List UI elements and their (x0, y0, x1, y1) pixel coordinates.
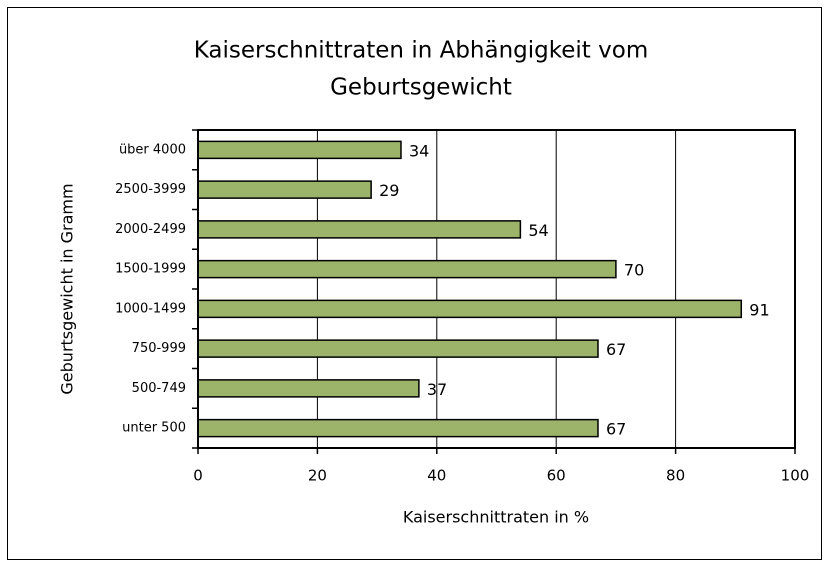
x-tick-label: 40 (427, 467, 446, 485)
x-tick-label: 0 (193, 467, 203, 485)
bar (197, 259, 617, 279)
bar (197, 339, 599, 358)
bar (197, 140, 402, 160)
chart-title: Kaiserschnittraten in Abhängigkeit vom (194, 38, 648, 64)
bar (197, 299, 743, 319)
x-axis-label: Kaiserschnittraten in % (403, 508, 589, 527)
value-label: 70 (624, 261, 644, 280)
bar (197, 418, 599, 438)
y-tick-label: 750-999 (132, 341, 186, 356)
value-label: 29 (379, 181, 399, 200)
x-tick-label: 20 (308, 467, 327, 485)
bar (197, 180, 372, 199)
bar (197, 220, 522, 239)
chart-frame (7, 7, 822, 560)
y-tick-label: 1500-1999 (115, 262, 186, 277)
value-label: 34 (409, 141, 429, 160)
y-axis-label: Geburtsgewicht in Gramm (58, 183, 77, 394)
y-tick-label: 2500-3999 (115, 182, 186, 197)
value-label: 91 (749, 300, 769, 319)
x-tick-label: 100 (781, 467, 810, 485)
x-tick-label: 60 (547, 467, 566, 485)
value-label: 37 (427, 380, 447, 399)
chart-title: Geburtsgewicht (330, 75, 512, 101)
value-label: 67 (606, 420, 626, 439)
y-tick-label: 500-749 (132, 381, 186, 396)
x-tick-label: 80 (666, 467, 685, 485)
bar (197, 379, 420, 398)
y-tick-label: unter 500 (122, 421, 186, 436)
value-label: 54 (528, 221, 548, 240)
value-label: 67 (606, 340, 626, 359)
plot-border (197, 129, 796, 449)
y-tick-label: über 4000 (119, 142, 186, 157)
y-tick-label: 2000-2499 (115, 222, 186, 237)
y-tick-label: 1000-1499 (115, 301, 186, 316)
